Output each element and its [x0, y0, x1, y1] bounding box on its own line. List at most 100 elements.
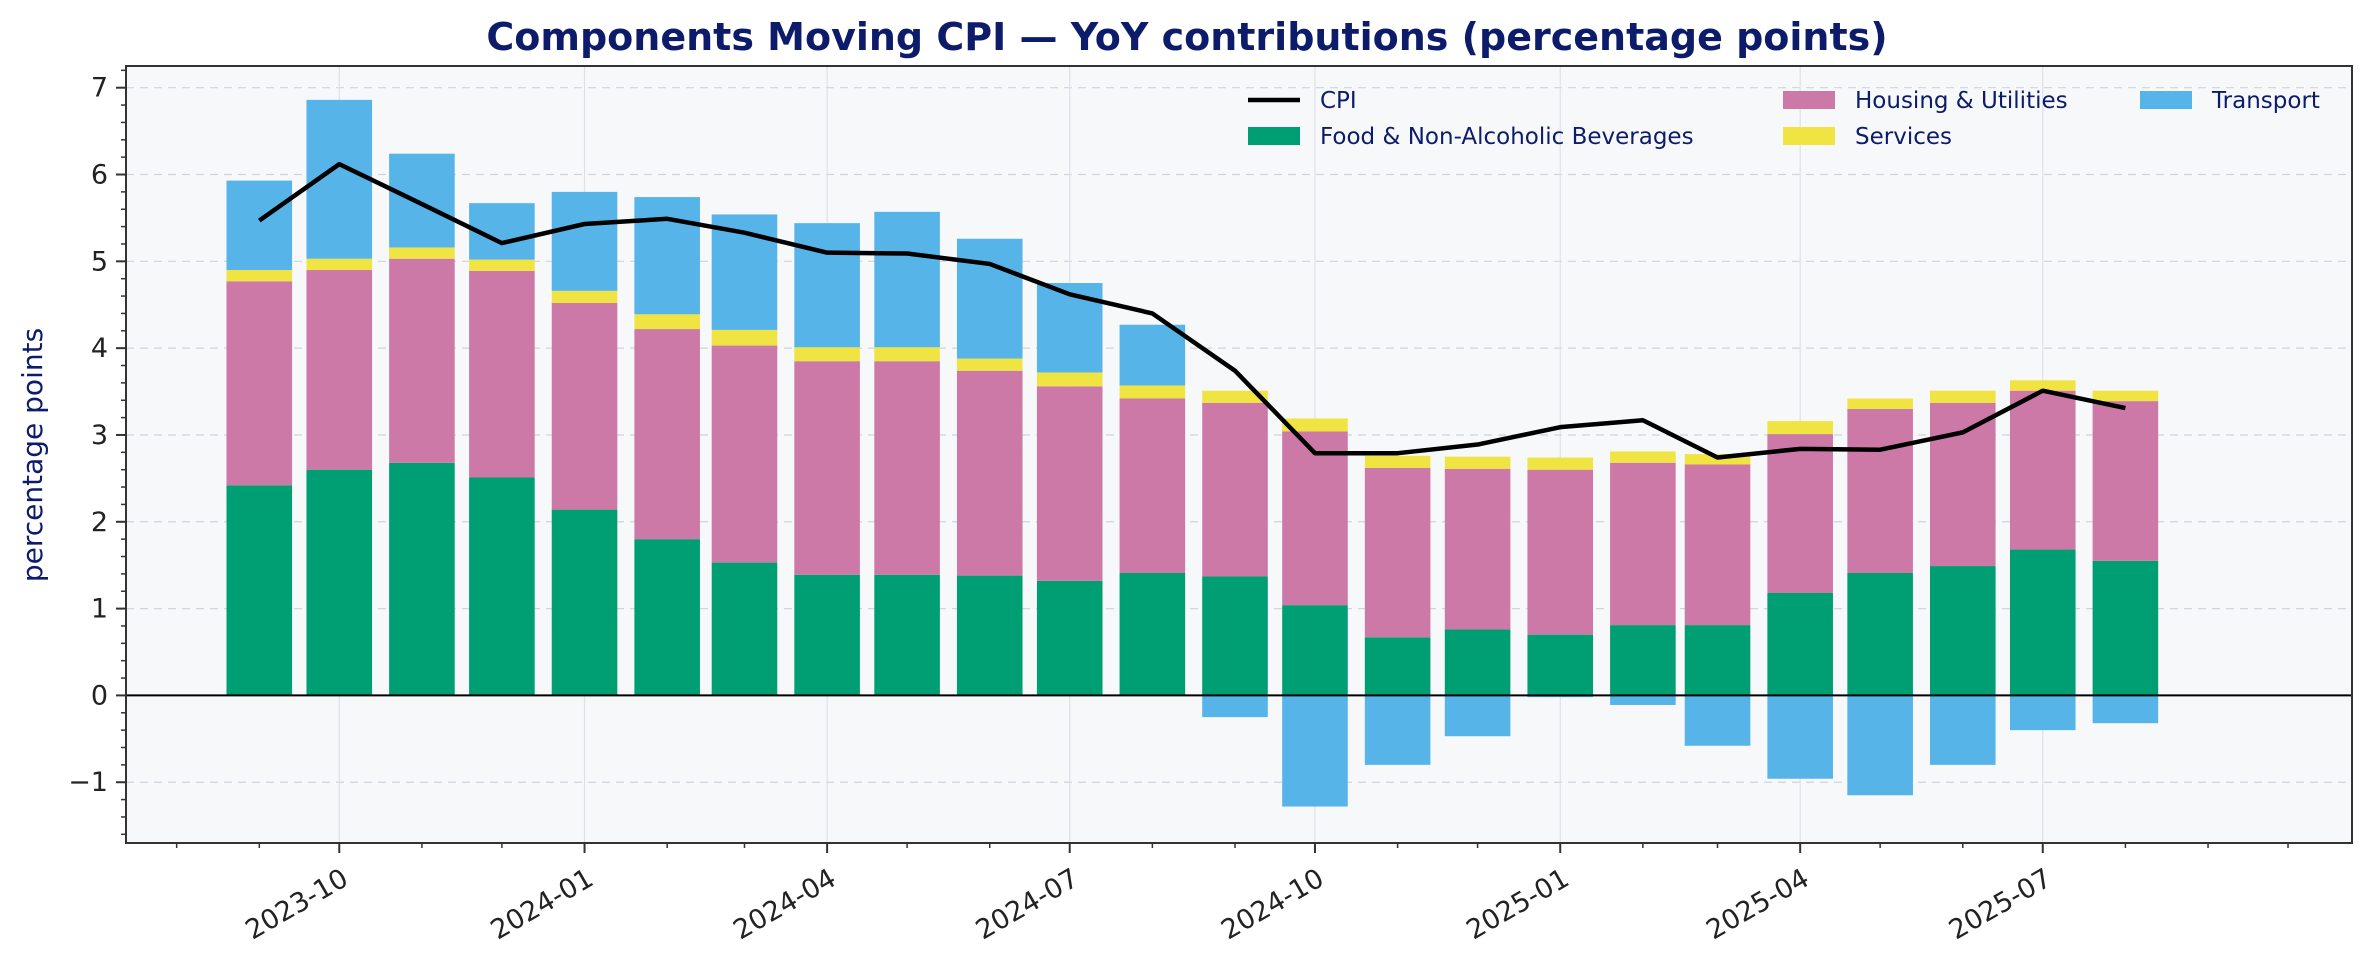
- bar-segment: [1364, 695, 1431, 765]
- bar-segment: [1282, 695, 1348, 807]
- bar-segment: [2092, 401, 2159, 561]
- legend-label: Transport: [2211, 88, 2320, 114]
- bar-segment: [1282, 605, 1348, 696]
- y-tick-label: 5: [91, 246, 108, 277]
- bar-segment: [1929, 390, 1996, 403]
- bar-segment: [1847, 695, 1913, 796]
- bar-segment: [1527, 457, 1594, 470]
- bar-segment: [1610, 695, 1676, 705]
- bar-segment: [1767, 695, 1833, 779]
- bar-segment: [634, 197, 700, 315]
- y-axis-label: percentage points: [16, 328, 49, 582]
- bar-segment: [2009, 390, 2076, 550]
- y-tick-label: 4: [91, 333, 108, 364]
- y-tick-label: −1: [68, 767, 108, 798]
- bar-segment: [1684, 464, 1751, 626]
- legend-label: Services: [1855, 124, 1952, 150]
- bar-segment: [469, 259, 535, 271]
- bar-segment: [1282, 418, 1348, 432]
- bar-segment: [306, 258, 373, 271]
- bar-segment: [389, 153, 455, 248]
- legend-swatch: [1248, 127, 1300, 145]
- bar-segment: [1610, 462, 1676, 626]
- x-tick-label: 2024-07: [971, 863, 1084, 946]
- x-tick-label: 2024-10: [1216, 863, 1329, 946]
- bar-segment: [956, 575, 1023, 696]
- bar-segment: [389, 247, 455, 259]
- bar-segment: [226, 180, 293, 271]
- bar-segment: [1929, 695, 1996, 765]
- chart-title: Components Moving CPI — YoY contribution…: [486, 15, 1887, 59]
- cpi-line: [257, 161, 2126, 460]
- y-tick-label: 2: [91, 507, 108, 538]
- bar-segment: [1364, 467, 1431, 638]
- bar-segment: [1767, 592, 1833, 696]
- x-tick-label: 2025-04: [1701, 863, 1814, 946]
- bar-segment: [2009, 380, 2076, 391]
- bar-segment: [1444, 468, 1511, 630]
- x-axis: 2023-10 2024-01 2024-04 2024-07 2024-10 2025-…: [175, 843, 2289, 946]
- bar-segment: [1036, 372, 1103, 387]
- bar-segment: [1527, 469, 1594, 635]
- bar-segment: [469, 270, 535, 478]
- bar-segment: [551, 191, 618, 291]
- bar-segment: [1684, 695, 1751, 746]
- bar-segment: [956, 370, 1023, 576]
- bar-segment: [551, 290, 618, 304]
- bar-segment: [1610, 451, 1676, 463]
- y-tick-label: 3: [91, 420, 108, 451]
- x-tick-label: 2025-07: [1944, 863, 2057, 946]
- bar-segment: [226, 270, 293, 282]
- bar-segment: [1444, 695, 1511, 737]
- bar-segment: [1847, 398, 1913, 409]
- bar-segment: [306, 469, 373, 696]
- bar-segment: [1119, 398, 1186, 574]
- bar-segment: [1119, 324, 1186, 386]
- bar-segment: [306, 270, 373, 470]
- bar-segment: [794, 361, 860, 575]
- bar-segment: [711, 329, 778, 346]
- legend-label: Housing & Utilities: [1855, 88, 2068, 114]
- bar-segment: [874, 361, 940, 575]
- y-tick-label: 1: [91, 594, 108, 625]
- bar-segment: [2009, 695, 2076, 731]
- bar-segment: [226, 485, 293, 696]
- legend-swatch: [1783, 127, 1835, 145]
- x-tick-label: 2024-01: [486, 863, 599, 946]
- bar-segment: [1929, 566, 1996, 696]
- bar-segment: [389, 462, 455, 696]
- bar-segment: [634, 314, 700, 330]
- bar-segment: [1282, 431, 1348, 606]
- bar-segment: [1444, 456, 1511, 469]
- bar-segment: [551, 303, 618, 510]
- bar-segment: [1202, 695, 1268, 718]
- bar-segment: [634, 329, 700, 540]
- bar-segment: [956, 238, 1023, 359]
- bar-segment: [1767, 421, 1833, 435]
- bar-segment: [1929, 402, 1996, 567]
- bar-segment: [1364, 637, 1431, 696]
- y-tick-label: 6: [91, 160, 108, 191]
- legend: CPI Food & Non-Alcoholic Beverages Housing…: [1248, 88, 2320, 150]
- bar-segment: [1767, 434, 1833, 593]
- bar-segment: [1202, 576, 1268, 696]
- bar-segment: [389, 258, 455, 463]
- y-tick-label: 7: [91, 73, 108, 104]
- bar-segment: [2092, 390, 2159, 402]
- bar-segment: [711, 345, 778, 563]
- bar-segment: [2092, 560, 2159, 696]
- bar-segment: [2009, 549, 2076, 696]
- bar-segment: [634, 539, 700, 696]
- bar-segment: [1847, 573, 1913, 696]
- bar-segment: [794, 347, 860, 362]
- bar-segment: [2092, 695, 2159, 724]
- y-tick-label: 0: [91, 680, 108, 711]
- bar-segment: [874, 211, 940, 348]
- bar-segment: [226, 281, 293, 486]
- legend-swatch: [2140, 91, 2192, 109]
- bar-segment: [1036, 580, 1103, 696]
- bar-segment: [794, 223, 860, 348]
- bar-segment: [1119, 385, 1186, 399]
- plot-frame: [125, 65, 2353, 844]
